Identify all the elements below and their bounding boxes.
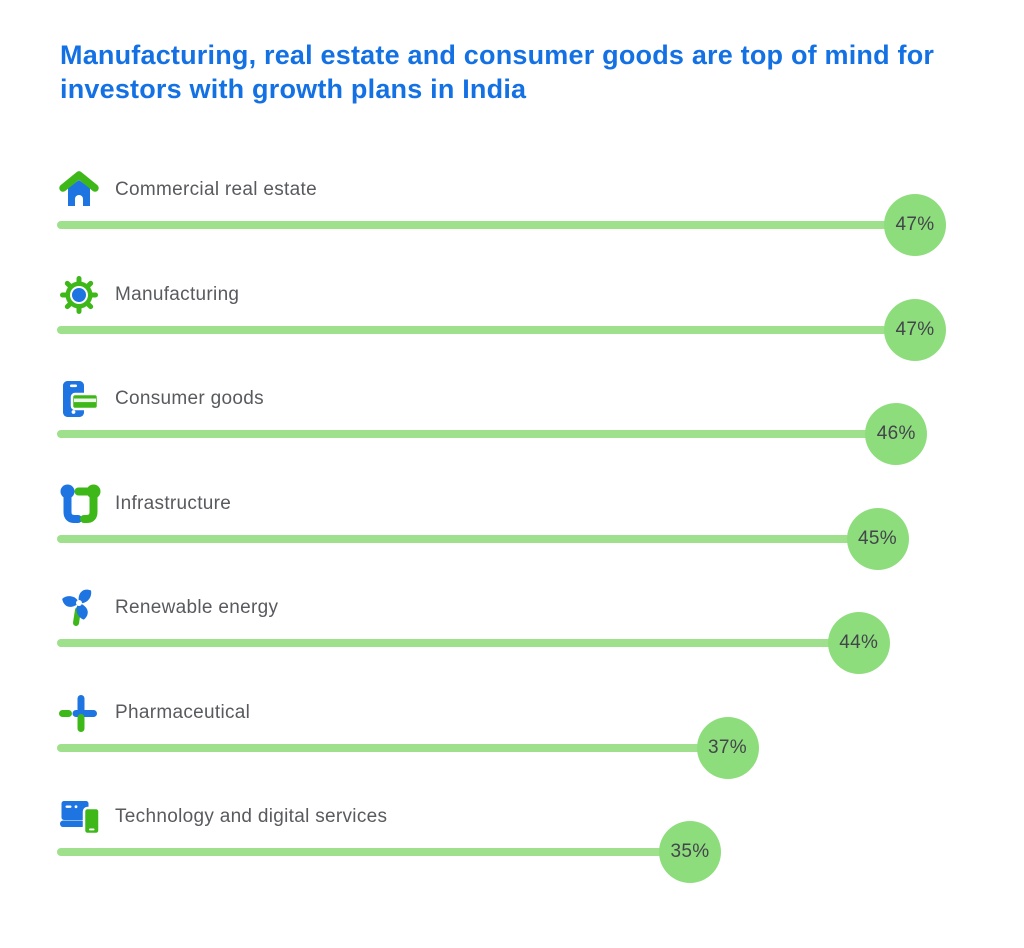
row-pharmaceutical: Pharmaceutical 37% xyxy=(57,689,977,794)
row-renewable-energy: Renewable energy 44% xyxy=(57,584,977,689)
devices-icon xyxy=(57,795,101,839)
connected-nodes-icon xyxy=(57,482,101,526)
value-label: 35% xyxy=(670,841,710,862)
value-bubble: 46% xyxy=(865,403,928,465)
value-label: 47% xyxy=(895,214,935,235)
value-bubble: 44% xyxy=(827,612,890,674)
bar-track xyxy=(57,430,897,438)
bar-track xyxy=(57,848,690,856)
row-technology-digital-services: Technology and digital services 35% xyxy=(57,793,977,898)
bar-track xyxy=(57,743,728,752)
row-label: Renewable energy xyxy=(115,597,279,618)
value-bubble: 37% xyxy=(696,716,759,779)
value-label: 46% xyxy=(876,423,916,444)
value-bubble: 45% xyxy=(846,507,909,570)
gear-icon xyxy=(57,273,101,317)
value-label: 44% xyxy=(839,632,879,653)
page-title-line1: Manufacturing, real estate and consumer … xyxy=(60,40,935,70)
bar-track xyxy=(57,325,915,334)
row-label: Manufacturing xyxy=(115,283,240,305)
row-label: Infrastructure xyxy=(115,492,232,514)
row-label: Technology and digital services xyxy=(115,806,388,827)
row-manufacturing: Manufacturing 47% xyxy=(57,271,977,376)
house-icon xyxy=(57,168,101,212)
value-bubble: 47% xyxy=(884,298,946,361)
value-bubble: 47% xyxy=(884,194,946,256)
row-label: Commercial real estate xyxy=(115,179,317,200)
value-bubble: 35% xyxy=(659,821,721,883)
bar-track xyxy=(57,221,915,229)
page-title: Manufacturing, real estate and consumer … xyxy=(60,38,980,106)
bar-track xyxy=(57,639,859,647)
value-label: 47% xyxy=(895,318,935,340)
row-consumer-goods: Consumer goods 46% xyxy=(57,375,977,480)
medical-cross-icon xyxy=(57,691,101,735)
page-title-line2: investors with growth plans in India xyxy=(60,74,527,104)
bar-track xyxy=(57,534,878,543)
value-label: 37% xyxy=(708,736,747,758)
row-commercial-real-estate: Commercial real estate 47% xyxy=(57,166,977,271)
row-label: Pharmaceutical xyxy=(115,701,251,723)
value-label: 45% xyxy=(858,527,897,549)
sector-bar-chart: Commercial real estate 47% xyxy=(57,166,1007,898)
row-label: Consumer goods xyxy=(115,388,264,409)
phone-card-icon xyxy=(57,377,101,421)
row-infrastructure: Infrastructure 45% xyxy=(57,480,977,585)
pinwheel-icon xyxy=(57,586,101,630)
